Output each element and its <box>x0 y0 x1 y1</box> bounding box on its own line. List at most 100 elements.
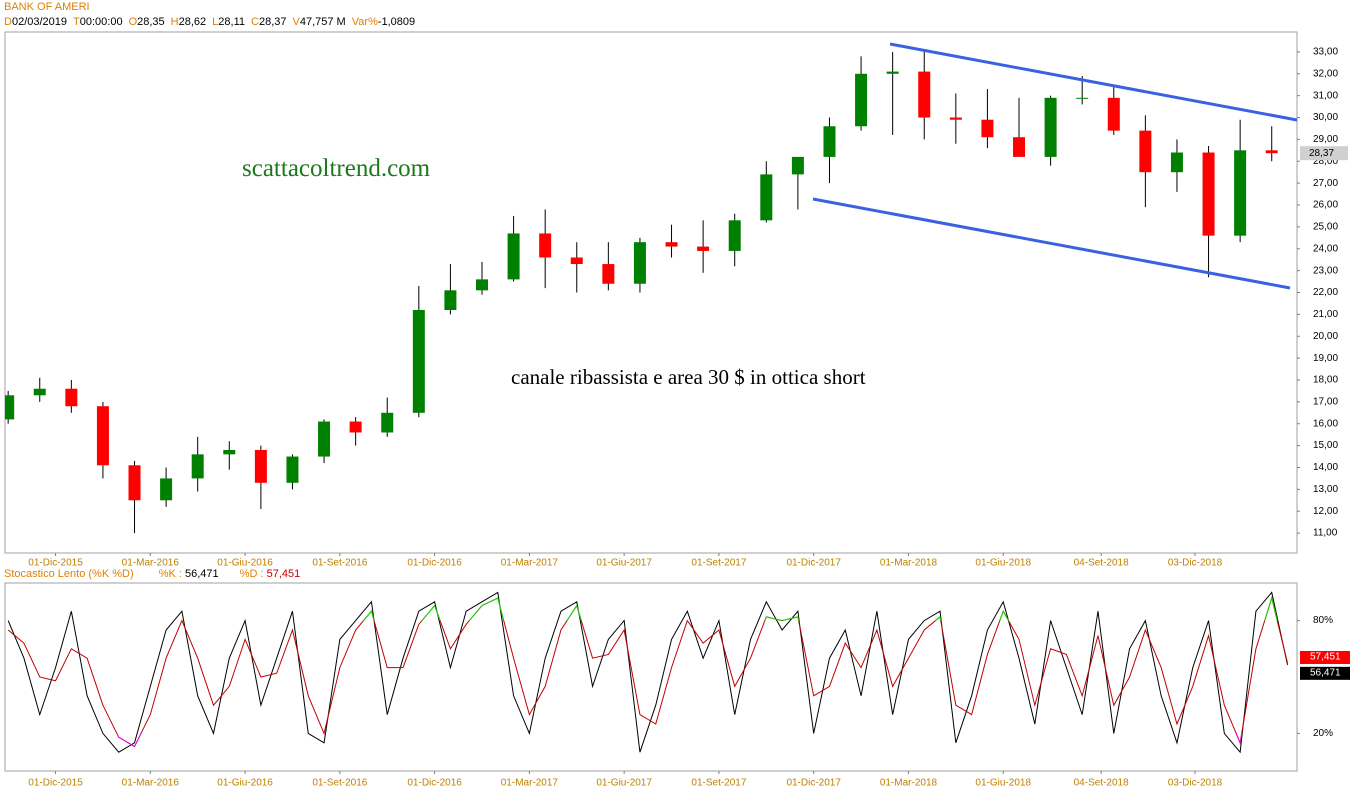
field-key: C <box>251 16 259 28</box>
candle-body <box>254 449 267 483</box>
stoch-panel <box>4 582 1298 772</box>
y-tick-label: 11,00 <box>1313 528 1338 539</box>
field-key: T <box>73 16 80 28</box>
x-tick-label: 03-Dic-2018 <box>1168 778 1223 789</box>
field-key: D <box>4 16 12 28</box>
candle-body <box>475 279 488 291</box>
x-tick-label: 01-Set-2017 <box>691 558 746 569</box>
candle-body <box>823 126 836 157</box>
stoch-info: Stocastico Lento (%K %D) %K : 56,471 %D … <box>4 568 306 580</box>
last-value-box <box>1300 650 1350 664</box>
candle-body <box>1013 137 1026 157</box>
candle-body <box>318 421 331 457</box>
symbol: BANK OF AMERI <box>4 1 90 13</box>
last-value-label: 57,451 <box>1310 652 1341 663</box>
axes: 11,00 12,00 13,00 14,00 15,00 16,00 17,00 18,00… <box>28 47 1350 789</box>
field-value: 28,11 <box>218 16 245 28</box>
y-tick-label: 24,00 <box>1313 243 1338 254</box>
y-tick-label: 23,00 <box>1313 265 1338 276</box>
candle-body <box>33 388 46 396</box>
stoch-title: Stocastico Lento (%K %D) <box>4 568 134 580</box>
x-tick-label: 01-Dic-2017 <box>786 558 841 569</box>
field-value: 47,757 M <box>299 16 346 28</box>
x-tick-label: 01-Mar-2017 <box>501 558 559 569</box>
candle-body <box>1170 152 1183 173</box>
x-tick-label: 01-Dic-2016 <box>407 778 462 789</box>
candle-body <box>886 71 899 74</box>
y-tick-label: 13,00 <box>1313 484 1338 495</box>
y-tick-label: 25,00 <box>1313 222 1338 233</box>
y-tick-label: 80% <box>1313 615 1333 626</box>
candle-body <box>981 119 994 138</box>
candle-body <box>665 242 678 247</box>
x-tick-label: 01-Mar-2018 <box>880 558 938 569</box>
annotation-text: canale ribassista e area 30 $ in ottica … <box>511 365 866 389</box>
candle-body <box>1044 97 1057 157</box>
y-tick-label: 30,00 <box>1313 112 1338 123</box>
x-tick-label: 04-Set-2018 <box>1074 558 1129 569</box>
legend-d-value: 57,451 <box>266 568 301 580</box>
candle-body <box>65 388 78 407</box>
x-tick-label: 01-Dic-2015 <box>28 778 83 789</box>
legend-k: %K : <box>158 568 182 580</box>
field-value: 28,35 <box>137 16 165 28</box>
x-tick-label: 01-Set-2017 <box>691 778 746 789</box>
field-value: -1,0809 <box>377 16 416 28</box>
candle-body <box>1202 152 1215 236</box>
candle-body <box>1265 150 1278 154</box>
candle-body <box>160 478 173 501</box>
candle-body <box>5 395 15 420</box>
stoch-line <box>7 596 1289 748</box>
candle-body <box>855 73 868 127</box>
candle-body <box>697 246 710 251</box>
channel-upper <box>889 42 1298 122</box>
candle-body <box>728 220 741 251</box>
candle-body <box>1139 130 1152 173</box>
last-value-box <box>1300 666 1350 680</box>
candle-body <box>507 233 520 280</box>
legend-k-value: 56,471 <box>184 568 219 580</box>
y-tick-label: 26,00 <box>1313 200 1338 211</box>
x-tick-label: 01-Mar-2017 <box>501 778 559 789</box>
candle-body <box>128 465 141 501</box>
candle-body <box>191 454 204 479</box>
field-value: 00:00:00 <box>79 16 123 28</box>
x-tick-label: 01-Dic-2015 <box>28 558 83 569</box>
field-key: O <box>128 16 138 28</box>
stoch-oversold <box>116 733 1243 748</box>
stoch-line <box>7 591 1289 754</box>
stoch-plot <box>7 591 1289 754</box>
x-tick-label: 01-Giu-2016 <box>217 558 273 569</box>
candle-body <box>444 290 457 310</box>
candle-body <box>96 406 109 466</box>
candle-body <box>1076 97 1089 99</box>
x-tick-label: 01-Mar-2018 <box>880 778 938 789</box>
candle-body <box>760 174 773 221</box>
field-value: 28,37 <box>258 16 287 28</box>
stoch-overbought <box>181 596 1278 621</box>
x-tick-label: 03-Dic-2018 <box>1168 558 1223 569</box>
last-value-label: 56,471 <box>1310 667 1341 678</box>
y-tick-label: 14,00 <box>1313 462 1338 473</box>
candle-body <box>949 117 962 120</box>
x-tick-label: 01-Giu-2018 <box>975 558 1031 569</box>
y-tick-label: 31,00 <box>1313 90 1338 101</box>
x-tick-label: 04-Set-2018 <box>1074 778 1129 789</box>
legend-d: %D : <box>239 568 264 580</box>
candle-body <box>223 449 236 455</box>
candle-body <box>633 242 646 284</box>
candle-body <box>349 421 362 433</box>
candle-body <box>602 264 615 284</box>
y-tick-label: 20% <box>1313 728 1333 739</box>
candle-body <box>791 156 804 175</box>
candle-body <box>412 309 425 413</box>
x-tick-label: 01-Set-2016 <box>312 778 367 789</box>
field-key: H <box>170 16 179 28</box>
field-key: L <box>212 16 219 28</box>
field-value: 02/03/2019 <box>11 16 68 28</box>
candle-body <box>918 71 931 118</box>
x-tick-label: 01-Dic-2017 <box>786 778 841 789</box>
field-key: V <box>292 16 300 28</box>
